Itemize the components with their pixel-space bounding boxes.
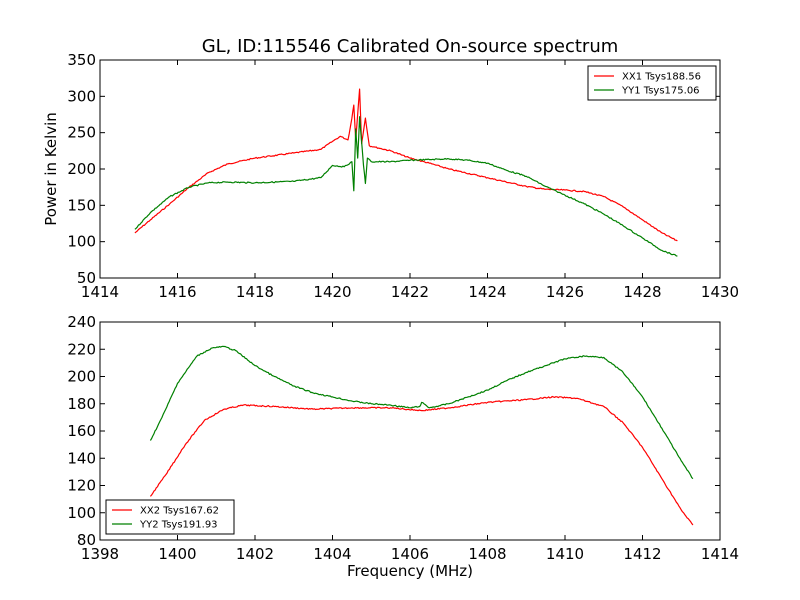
x-tick-label: 1406 <box>391 545 429 563</box>
y-tick-label: 350 <box>67 51 96 69</box>
legend-box <box>587 65 717 101</box>
x-tick-label: 1414 <box>81 283 119 301</box>
x-tick-label: 1412 <box>623 545 661 563</box>
x-tick-label: 1404 <box>313 545 351 563</box>
x-tick-label: 1416 <box>158 283 196 301</box>
x-tick-label: 1402 <box>236 545 274 563</box>
bottom-x-axis-label: Frequency (MHz) <box>347 562 473 580</box>
x-tick-label: 1400 <box>158 545 196 563</box>
x-tick-label: 1398 <box>81 545 119 563</box>
y-tick-label: 200 <box>67 160 96 178</box>
y-tick-label: 80 <box>77 531 96 549</box>
y-tick-label: 140 <box>67 449 96 467</box>
legend-label: YY1 Tsys175.06 <box>621 86 700 97</box>
series-line-bottom-1 <box>149 395 694 526</box>
legend-label: XX1 Tsys188.56 <box>622 72 701 83</box>
x-tick-label: 1424 <box>468 283 506 301</box>
x-tick-label: 1430 <box>701 283 739 301</box>
y-tick-label: 250 <box>67 124 96 142</box>
series-line-bottom-2 <box>149 345 694 480</box>
y-tick-label: 200 <box>67 368 96 386</box>
y-tick-label: 150 <box>67 196 96 214</box>
chart-title: GL, ID:115546 Calibrated On-source spect… <box>202 36 619 57</box>
series-line-top-2 <box>134 116 678 257</box>
y-tick-label: 180 <box>67 395 96 413</box>
top-panel: 1414 1416 1418 1420 1422 1424 1426 1428 1430 50 10… <box>42 51 739 301</box>
legend-label: XX2 Tsys167.62 <box>140 506 219 517</box>
y-tick-label: 50 <box>77 269 96 287</box>
x-tick-label: 1428 <box>623 283 661 301</box>
x-tick-label: 1414 <box>701 545 739 563</box>
y-tick-label: 100 <box>67 233 96 251</box>
x-tick-label: 1426 <box>546 283 584 301</box>
legend-box <box>105 499 235 535</box>
x-tick-label: 1420 <box>313 283 351 301</box>
y-tick-label: 240 <box>67 313 96 331</box>
y-tick-label: 300 <box>67 87 96 105</box>
bottom-panel: 1398 1400 1402 1404 1406 1408 1410 1412 1414 80 10… <box>67 313 739 580</box>
x-tick-label: 1418 <box>236 283 274 301</box>
series-line-top-1 <box>134 88 678 242</box>
top-y-axis-label: Power in Kelvin <box>42 112 60 226</box>
y-tick-label: 100 <box>67 504 96 522</box>
x-tick-label: 1410 <box>546 545 584 563</box>
x-tick-label: 1408 <box>468 545 506 563</box>
y-tick-label: 220 <box>67 340 96 358</box>
y-tick-label: 160 <box>67 422 96 440</box>
y-tick-label: 120 <box>67 477 96 495</box>
legend-label: YY2 Tsys191.93 <box>139 520 218 531</box>
x-tick-label: 1422 <box>391 283 429 301</box>
